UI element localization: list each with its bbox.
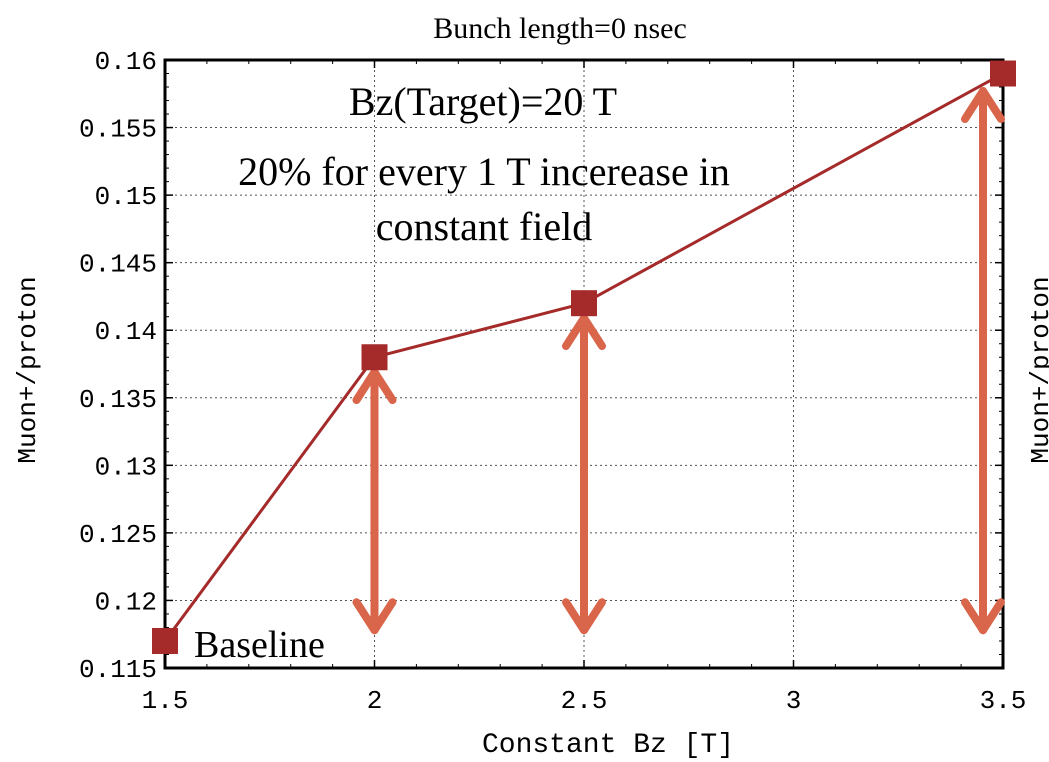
arrow-head-up	[352, 368, 397, 405]
y-tick-label: 0.13	[95, 452, 157, 482]
series	[152, 60, 1016, 654]
arrows	[352, 87, 1005, 635]
y-ticks: 0.115 0.12 0.125 0.13 0.135 0.14 0.145 0.15 0.15…	[79, 47, 1003, 685]
baseline-annotation: Baseline	[194, 624, 325, 666]
x-tick-label: 2.5	[561, 686, 608, 716]
x-axis-label: Constant Bz [T]	[482, 730, 734, 761]
y-tick-label: 0.115	[79, 655, 157, 685]
chart-title: Bunch length=0 nsec	[433, 12, 687, 45]
arrow-head-down	[352, 598, 397, 635]
y-tick-label: 0.12	[95, 587, 157, 617]
y-tick-label: 0.14	[95, 317, 157, 347]
x-tick-label: 1.5	[142, 686, 189, 716]
y-tick-label: 0.15	[95, 182, 157, 212]
y-tick-label: 0.135	[79, 385, 157, 415]
data-point	[361, 344, 388, 371]
increase-annotation-line2: constant field	[376, 204, 593, 249]
y-tick-label: 0.16	[95, 47, 157, 77]
y-tick-label: 0.155	[79, 115, 157, 145]
data-point	[990, 60, 1016, 87]
y-tick-label: 0.125	[79, 520, 157, 550]
x-ticks: 1.5 2 2.5 3 3.5	[142, 60, 1027, 716]
arrow-head-down	[562, 598, 606, 635]
x-tick-label: 3.5	[980, 686, 1027, 716]
y-tick-label: 0.145	[79, 250, 157, 280]
data-point	[152, 627, 178, 654]
x-tick-label: 2	[367, 686, 383, 716]
x-tick-label: 3	[786, 686, 802, 716]
data-point	[571, 290, 597, 317]
increase-annotation-line1: 20% for every 1 T incerease in	[238, 149, 730, 194]
y-axis-label: Muon+/proton	[13, 276, 43, 463]
arrow-head-down	[961, 598, 1005, 635]
offpage-y-label: Muon+/proton	[1026, 276, 1049, 463]
target-field-annotation: Bz(Target)=20 T	[349, 79, 617, 124]
arrow-head-up	[562, 314, 606, 351]
arrow-head-up	[961, 87, 1005, 124]
series-line	[163, 72, 1004, 642]
